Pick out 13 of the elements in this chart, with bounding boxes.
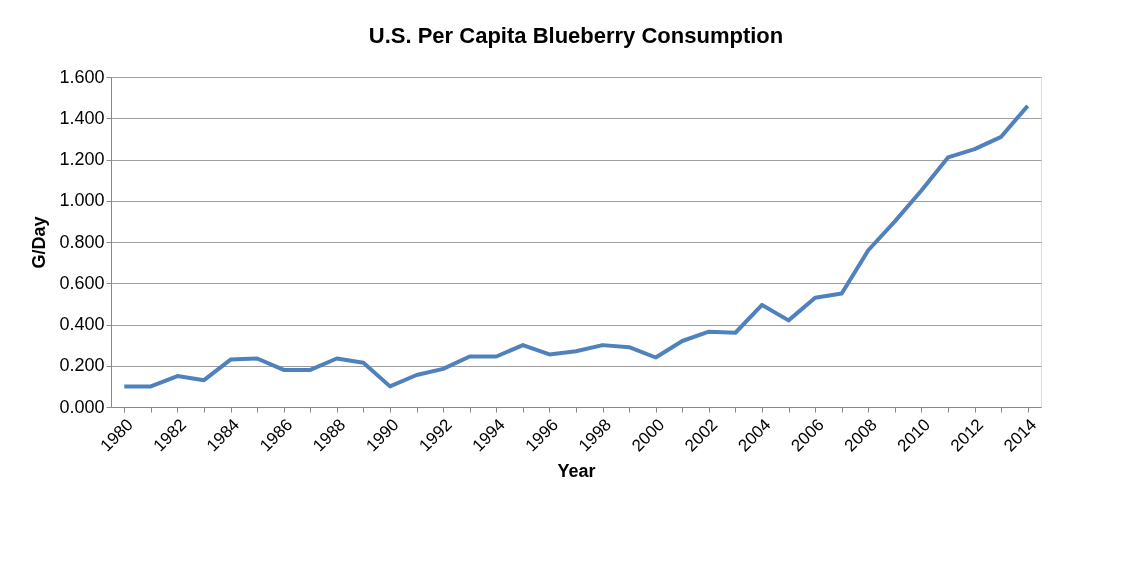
y-tick-label: 1.000 — [59, 190, 105, 211]
line-series — [122, 103, 1030, 389]
y-tick-label: 0.200 — [59, 355, 105, 376]
y-axis-title: G/Day — [29, 216, 50, 269]
x-axis-title: Year — [557, 460, 596, 481]
chart-title: U.S. Per Capita Blueberry Consumption — [368, 23, 784, 48]
y-tick-label: 0.800 — [59, 231, 105, 252]
y-tick-label: 1.400 — [59, 107, 105, 128]
y-tick-label: 0.600 — [59, 272, 105, 293]
y-tick-label: 0.400 — [59, 314, 105, 334]
y-tick-label: 0.000 — [59, 396, 105, 417]
y-tick-label: 1.200 — [59, 149, 105, 169]
y-tick-label: 1.600 — [59, 66, 105, 87]
